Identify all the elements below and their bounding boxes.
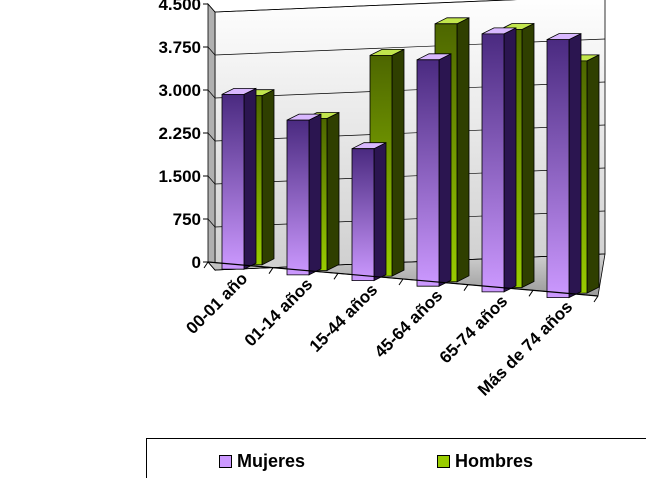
bar-mujeres-4 bbox=[481, 27, 517, 293]
x-tick-mark bbox=[203, 261, 209, 269]
gridline bbox=[207, 253, 606, 271]
x-tick-label: 15-44 años bbox=[306, 280, 382, 356]
legend-item-mujeres: Mujeres bbox=[219, 451, 305, 472]
gridline bbox=[207, 210, 606, 228]
x-tick-label: 01-14 años bbox=[241, 275, 317, 351]
y-tick-label: 3.000 bbox=[158, 81, 201, 100]
x-tick-mark bbox=[463, 284, 469, 291]
x-tick-label: 65-74 años bbox=[436, 292, 512, 368]
x-tick-label: 45-64 años bbox=[371, 286, 447, 362]
x-tick-label: 00-01 año bbox=[182, 269, 251, 338]
x-tick-mark bbox=[333, 273, 339, 280]
x-tick-mark bbox=[398, 278, 404, 286]
legend-item-hombres: Hombres bbox=[437, 451, 533, 472]
bar-mujeres-5 bbox=[546, 32, 582, 299]
y-axis-ticks: 0 750 1.500 2.250 3.000 3.750 4.500 bbox=[158, 0, 208, 272]
gridline bbox=[207, 81, 606, 99]
legend-swatch-hombres bbox=[437, 455, 450, 468]
x-axis bbox=[203, 261, 599, 303]
gridlines bbox=[207, 0, 606, 271]
y-tick-label: 3.750 bbox=[158, 38, 201, 57]
legend-label-hombres: Hombres bbox=[455, 451, 534, 471]
bar-mujeres-1 bbox=[286, 113, 322, 276]
y-tick-label: 2.250 bbox=[158, 124, 201, 143]
x-tick-mark bbox=[593, 295, 599, 303]
x-tick-mark bbox=[528, 290, 534, 297]
y-tick-label: 750 bbox=[173, 210, 201, 229]
bar-mujeres-0 bbox=[221, 87, 257, 270]
legend-label-mujeres: Mujeres bbox=[237, 451, 306, 471]
gridline bbox=[207, 0, 517, 13]
bar-mujeres-2 bbox=[351, 142, 387, 282]
legend-swatch-mujeres bbox=[219, 455, 232, 468]
y-tick-label: 0 bbox=[192, 253, 201, 272]
gridline bbox=[207, 167, 606, 185]
gridline bbox=[207, 38, 606, 56]
y-tick-label: 1.500 bbox=[158, 167, 201, 186]
bars bbox=[221, 17, 600, 299]
x-tick-mark bbox=[268, 267, 274, 274]
y-tick-label: 4.500 bbox=[158, 0, 201, 14]
bar-mujeres-3 bbox=[416, 53, 452, 287]
legend: Mujeres Hombres bbox=[146, 438, 646, 478]
gridline bbox=[207, 124, 606, 142]
